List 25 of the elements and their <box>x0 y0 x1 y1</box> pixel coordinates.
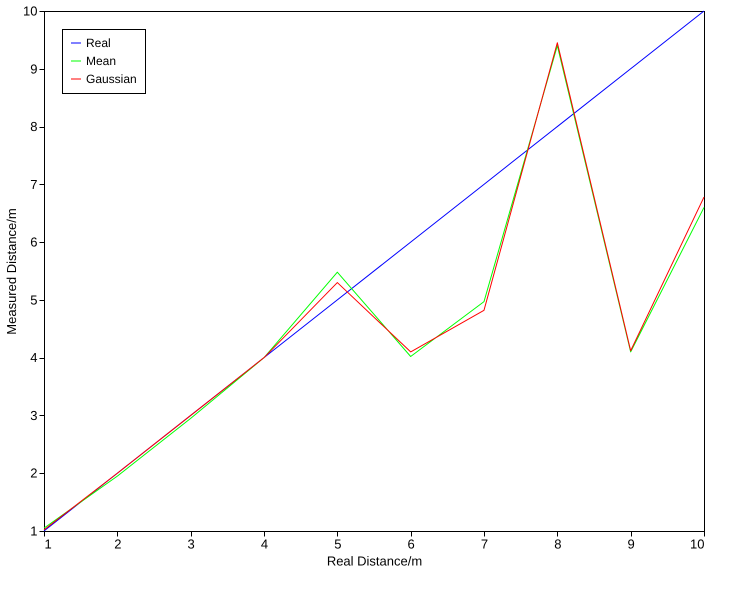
y-tick-label: 7 <box>30 176 38 192</box>
legend-label: Mean <box>86 54 116 68</box>
y-tick-label: 6 <box>30 234 38 250</box>
y-tick-label: 8 <box>30 119 38 134</box>
y-tick-label: 2 <box>30 466 38 481</box>
y-tick-label: 3 <box>30 408 38 423</box>
y-tick-label: 9 <box>30 61 38 76</box>
x-tick-label: 1 <box>44 536 52 552</box>
x-tick-label: 7 <box>480 536 488 552</box>
y-tick-label: 10 <box>23 4 38 18</box>
x-tick-label: 8 <box>554 536 562 552</box>
y-tick-label: 5 <box>30 292 38 308</box>
y-tick-label: 1 <box>30 524 38 538</box>
x-tick-label: 9 <box>628 536 635 552</box>
x-tick-label: 5 <box>334 536 342 552</box>
legend-label: Gaussian <box>86 72 137 86</box>
x-tick-label: 3 <box>188 536 195 552</box>
x-tick-label: 2 <box>114 536 122 552</box>
x-tick-label: 4 <box>260 536 268 552</box>
y-axis-title: Measured Distance/m <box>4 208 20 335</box>
x-axis-title: Real Distance/m <box>326 554 422 568</box>
x-tick-label: 6 <box>408 536 415 552</box>
y-tick-label: 4 <box>30 350 38 366</box>
legend-label: Real <box>86 36 111 50</box>
x-tick-label: 10 <box>690 536 704 552</box>
